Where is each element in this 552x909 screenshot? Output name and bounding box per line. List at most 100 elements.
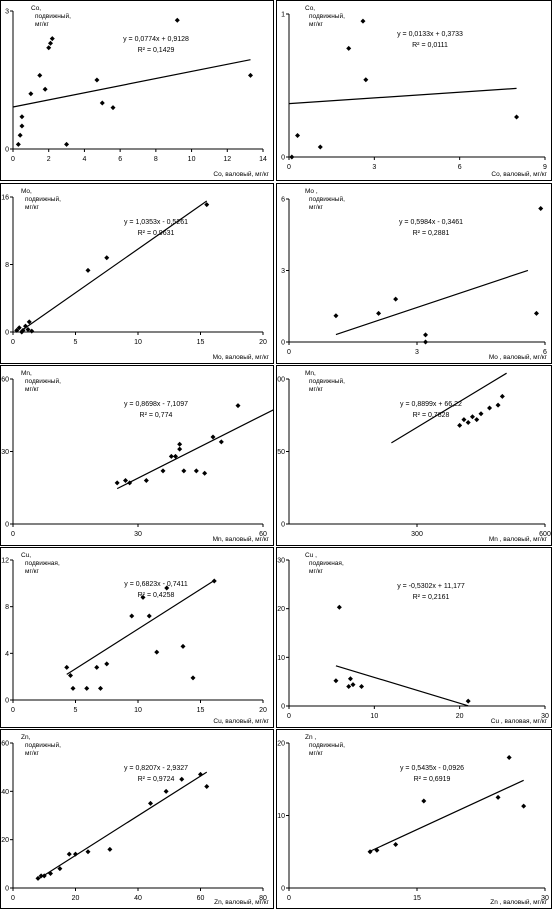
y-axis-label-line: мг/кг [309,750,323,757]
data-point [190,675,196,681]
data-point [204,784,210,789]
y-axis-label-line: подвижный, [35,12,71,20]
chart-panel: 300 600 0 250 500 Mn,подвижный,мг/кг Mn , вало… [276,365,552,546]
x-axis-label: Co, валовый, мг/кг [491,170,547,178]
x-axis-label: Zn, валовый, мг/кг [214,898,270,906]
x-tick-label: 20 [456,713,464,720]
y-tick-label: 0 [5,522,9,529]
trend-line [335,269,529,336]
x-tick-label: 10 [134,707,142,714]
data-point [57,866,63,872]
trend-line [20,200,208,332]
y-axis-label-line: мг/кг [309,568,323,575]
scatter-chart: 0 3 6 0 3 6 Mo , подвижный, мг/кг Mo , валовый, м… [281,188,548,361]
trend-line [335,665,469,707]
data-point [423,339,429,345]
y-tick-label: 8 [5,262,9,269]
data-point [129,613,135,619]
y-axis-label-line: мг/кг [25,204,39,211]
y-axis-label-line: Cu, [21,552,31,559]
chart-panel: 0 3 6 0 3 6 Mo , подвижный, мг/кг Mo , валовый, м… [276,183,552,364]
chart-panel: 0 15 30 0 10 20 Zn , подвижный, мг/кг Zn , валовы… [276,729,552,909]
y-axis-label-line: мг/кг [309,21,323,28]
data-point [84,685,90,691]
y-tick-label: 60 [1,377,9,384]
trendline-r2: R² = 0,1429 [138,47,175,54]
data-point [94,664,100,670]
data-point [42,86,48,92]
x-tick-label: 14 [259,156,267,163]
data-point [393,296,399,302]
data-point [26,319,32,325]
data-point [174,17,180,23]
x-tick-label: 30 [134,531,142,538]
trend-line [37,771,208,880]
data-point [179,776,185,782]
data-point [38,873,44,879]
y-tick-label: 1 [281,12,285,19]
y-axis-label-line: Co, [305,5,315,12]
data-point [48,40,53,46]
x-axis-label: Cu , валовая, мг/кг [491,718,548,725]
x-tick-label: 0 [11,531,15,538]
y-tick-label: 20 [277,741,285,748]
x-tick-label: 6 [458,164,462,171]
x-tick-label: 9 [543,164,547,171]
data-point [248,72,253,78]
y-axis-label-line: мг/кг [25,386,39,393]
data-point [154,649,160,655]
data-point [333,678,339,684]
y-axis-label-line: подвижный, [309,195,345,203]
y-axis-label-line: Zn , [305,734,316,741]
y-axis-label-line: Zn, [21,734,31,741]
trendline-equation: y = 0,8207x - 2,9327 [124,765,188,772]
data-point [423,332,429,338]
data-point [66,851,72,857]
y-axis-label: Cu, подвижная, мг/кг [21,552,60,575]
x-tick-label: 10 [188,156,196,163]
y-tick-label: 0 [5,147,9,154]
chart-panel: 0 2 4 6 8 10 12 14 0 3 Co, подвижный, мг/кг Co, валов… [0,0,274,181]
y-tick-label: 250 [277,449,285,456]
scatter-chart: 0 3 6 9 0 1 Co, подвижный, мг/кг Co, валовый, мг/… [281,5,548,178]
x-tick-label: 40 [134,895,142,902]
x-tick-label: 0 [287,349,291,356]
data-point [23,323,28,329]
data-point [180,643,186,649]
data-point [533,310,539,316]
y-tick-label: 30 [1,449,9,456]
y-axis-label-line: подвижный, [25,377,61,385]
y-axis-label-line: подвижный, [309,741,345,749]
chart-panel: 0 5 10 15 20 0 4 8 12 Cu, подвижная, мг/кг Cu, валов… [0,547,274,728]
data-point [25,326,31,332]
y-tick-label: 16 [1,195,9,202]
y-axis-label: Zn, подвижный, мг/кг [21,734,61,757]
data-point [19,123,25,129]
chart-panel: 0 30 60 0 30 60 Mn, подвижный, мг/кг Mn, валовый,… [0,365,274,546]
scatter-chart: 300 600 0 250 500 Mn,подвижный,мг/кг Mn , вало… [277,370,551,543]
y-axis-label-line: Mo , [305,188,318,195]
y-axis-label-line: подвижная, [25,560,60,567]
data-point [495,794,501,800]
y-tick-label: 30 [277,558,285,565]
data-point [487,405,493,411]
data-point [127,480,133,486]
trend-line [391,372,507,444]
scatter-chart: 0 20 40 60 80 0 20 40 60 Zn, подвижный, мг/кг Zn, ва… [1,734,270,906]
data-point [29,328,35,334]
trendline-equation: y = 0,8698x - 7,1097 [124,401,188,408]
data-point [210,434,216,440]
data-point [295,133,301,139]
y-axis-label: Mo, подвижный, мг/кг [21,188,61,211]
x-tick-label: 300 [411,531,423,538]
x-axis-label: Mo, валовый, мг/кг [213,353,270,361]
trendline-r2: R² = 0,9631 [138,230,175,237]
y-tick-label: 500 [277,377,285,384]
scatter-chart: 0 5 10 15 20 0 4 8 12 Cu, подвижная, мг/кг Cu, валов… [1,552,269,725]
trend-line [66,579,215,675]
y-axis-label-line: мг/кг [309,386,323,393]
y-axis-label: Mn, подвижный, мг/кг [305,370,345,393]
data-point [360,18,366,24]
data-point [421,798,427,804]
data-point [148,800,153,806]
